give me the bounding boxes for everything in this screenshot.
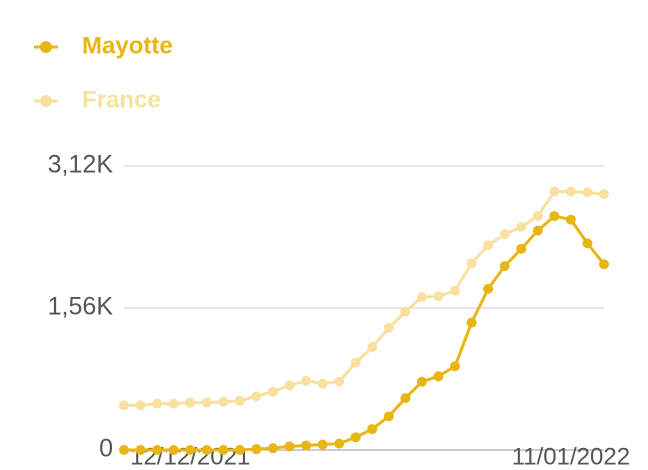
data-point [119,400,129,411]
data-point [168,445,179,455]
data-point [267,386,278,397]
data-point [450,285,461,296]
data-point [251,444,262,455]
data-point [565,186,576,197]
data-point [582,187,593,198]
data-point [383,323,394,334]
data-point [599,189,609,200]
data-point [516,221,527,232]
data-point [416,376,427,387]
data-point [532,225,543,236]
data-point [565,214,576,225]
data-point [400,393,411,404]
data-point [251,391,262,402]
data-point [433,291,444,302]
data-point [549,186,560,197]
data-point [516,243,527,254]
data-point [334,376,345,387]
data-point [168,398,179,409]
data-point [367,342,378,353]
data-point [185,445,196,455]
data-point [119,445,129,455]
data-point [483,240,494,251]
data-point [466,258,477,269]
data-point [483,283,494,294]
data-point [350,357,361,368]
y-tick-label: 0 [99,435,113,463]
legend-marker-dot [40,95,52,107]
data-point [549,211,560,222]
data-point [433,371,444,382]
data-point [234,445,245,455]
data-point [367,424,378,435]
legend-marker-dot [40,41,52,53]
data-point [135,445,146,455]
data-point [201,397,212,408]
y-tick-label: 1,56K [48,293,114,321]
data-point [499,229,510,240]
x-tick-label: 11/01/2022 [512,443,630,470]
data-point [234,395,245,406]
data-point [582,238,593,249]
y-tick-label: 3,12K [48,151,114,179]
data-point [599,259,609,270]
data-point [218,445,229,455]
data-point [532,211,543,222]
data-point [450,361,461,372]
data-point [416,292,427,303]
data-point [301,375,312,386]
data-point [152,445,163,455]
data-point [284,380,295,391]
data-point [317,378,328,389]
data-point [301,440,312,451]
data-point [284,441,295,452]
data-point [350,432,361,443]
legend-label: Mayotte [82,32,173,59]
series-line [124,189,605,407]
series-line [124,214,606,452]
data-point [317,439,328,450]
data-point [185,397,196,408]
data-point [267,443,278,454]
data-point [400,306,411,317]
data-point [334,438,345,449]
data-point [383,411,394,422]
data-point [466,317,477,328]
data-point [135,400,146,411]
data-point [218,396,229,407]
data-point [499,261,510,272]
data-point [201,445,212,455]
data-point [152,398,163,409]
legend-label: France [82,86,161,113]
